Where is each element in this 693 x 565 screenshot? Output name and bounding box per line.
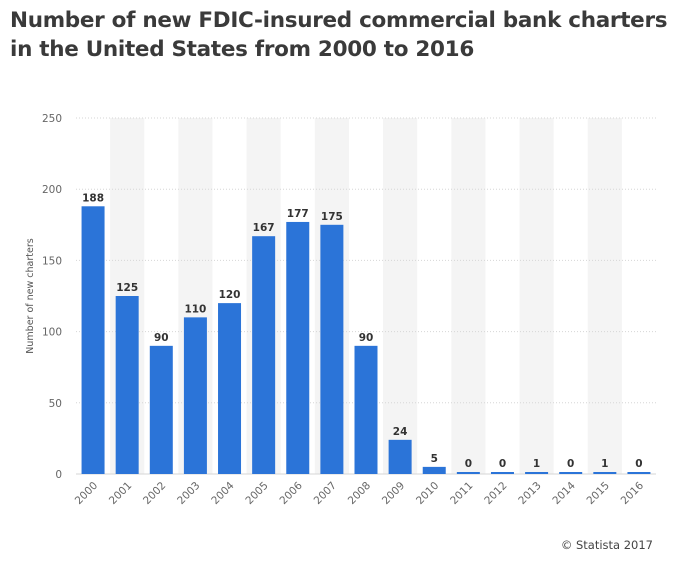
band-2013 bbox=[519, 118, 554, 474]
x-tick-2011: 2011 bbox=[448, 480, 475, 507]
data-label-2012: 0 bbox=[499, 458, 506, 470]
y-tick-0: 0 bbox=[55, 469, 62, 481]
bar-2016 bbox=[627, 472, 651, 474]
x-tick-2007: 2007 bbox=[312, 480, 339, 507]
bar-2012 bbox=[490, 472, 514, 474]
x-tick-2012: 2012 bbox=[482, 480, 509, 507]
band-2015 bbox=[587, 118, 622, 474]
data-label-2005: 167 bbox=[253, 222, 275, 234]
x-tick-2000: 2000 bbox=[73, 480, 100, 507]
bar-2009 bbox=[388, 439, 412, 474]
x-tick-2013: 2013 bbox=[516, 480, 543, 507]
bar-2003 bbox=[183, 317, 207, 474]
bar-2011 bbox=[456, 472, 480, 474]
data-label-2014: 0 bbox=[567, 458, 574, 470]
y-tick-250: 250 bbox=[42, 113, 62, 125]
x-tick-2008: 2008 bbox=[346, 480, 373, 507]
bar-2014 bbox=[559, 472, 583, 474]
chart-title-line2: in the United States from 2000 to 2016 bbox=[10, 37, 475, 62]
data-label-2010: 5 bbox=[431, 453, 438, 465]
bar-2001 bbox=[115, 296, 139, 474]
copyright-notice: © Statista 2017 bbox=[560, 538, 653, 552]
data-label-2002: 90 bbox=[154, 332, 169, 344]
x-tick-2002: 2002 bbox=[141, 480, 168, 507]
x-tick-2015: 2015 bbox=[585, 480, 612, 507]
x-tick-2005: 2005 bbox=[243, 480, 270, 507]
y-tick-50: 50 bbox=[49, 398, 62, 410]
y-tick-200: 200 bbox=[42, 184, 62, 196]
bar-2005 bbox=[252, 236, 276, 474]
data-label-2001: 125 bbox=[116, 282, 138, 294]
y-tick-100: 100 bbox=[42, 327, 62, 339]
data-label-2004: 120 bbox=[219, 289, 241, 301]
bars bbox=[81, 206, 651, 474]
x-tick-2003: 2003 bbox=[175, 480, 202, 507]
bar-2007 bbox=[320, 224, 344, 474]
bar-2006 bbox=[286, 221, 310, 474]
data-label-2009: 24 bbox=[393, 426, 408, 438]
bar-2004 bbox=[218, 303, 242, 474]
bar-2010 bbox=[422, 466, 446, 474]
x-tick-2004: 2004 bbox=[209, 479, 237, 507]
data-label-2006: 177 bbox=[287, 208, 309, 220]
data-label-2016: 0 bbox=[635, 458, 642, 470]
bar-2013 bbox=[525, 472, 549, 474]
x-tick-2009: 2009 bbox=[380, 480, 407, 507]
x-tick-2014: 2014 bbox=[550, 479, 578, 507]
data-label-2008: 90 bbox=[359, 332, 374, 344]
x-tick-2001: 2001 bbox=[107, 480, 134, 507]
x-tick-2006: 2006 bbox=[277, 479, 305, 507]
band-2009 bbox=[383, 118, 418, 474]
bar-2008 bbox=[354, 345, 378, 474]
x-tick-2016: 2016 bbox=[619, 479, 647, 507]
data-label-2000: 188 bbox=[82, 192, 104, 204]
data-label-2007: 175 bbox=[321, 211, 343, 223]
y-tick-150: 150 bbox=[42, 255, 62, 267]
band-2011 bbox=[451, 118, 486, 474]
data-labels: 188 125 90 110 120 167 177 175 90 24 5 0 0 1 0 1 0 bbox=[82, 192, 642, 470]
bar-2015 bbox=[593, 472, 617, 474]
data-label-2011: 0 bbox=[465, 458, 472, 470]
chart-title: Number of new FDIC-insured commercial ba… bbox=[10, 6, 690, 64]
data-label-2015: 1 bbox=[601, 458, 608, 470]
data-label-2013: 1 bbox=[533, 458, 540, 470]
x-tick-2010: 2010 bbox=[414, 480, 441, 507]
chart-title-line1: Number of new FDIC-insured commercial ba… bbox=[10, 8, 668, 33]
y-axis-ticks: 0 50 100 150 200 250 bbox=[42, 113, 62, 481]
y-axis-label: Number of new charters bbox=[25, 238, 36, 353]
bar-2000 bbox=[81, 206, 105, 474]
x-axis-ticks: 2000 2001 2002 2003 2004 2005 2006 2007 2008 2009… bbox=[73, 479, 646, 507]
data-label-2003: 110 bbox=[184, 303, 206, 315]
bar-2002 bbox=[149, 345, 173, 474]
